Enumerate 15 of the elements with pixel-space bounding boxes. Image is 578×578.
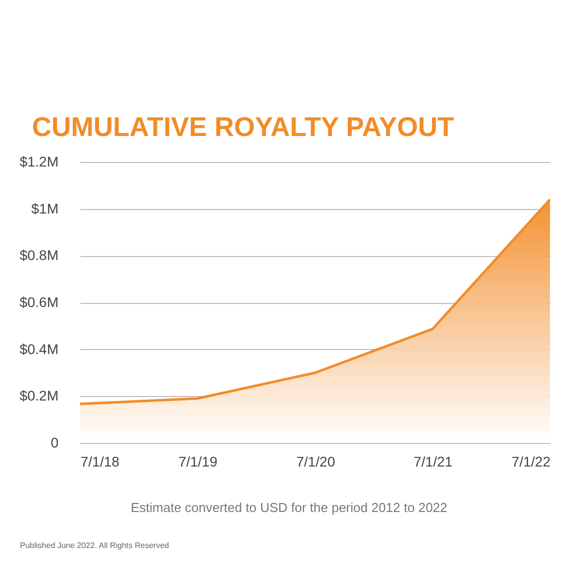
- y-tick-label: $0.2M: [20, 388, 58, 404]
- x-tick-label: 7/1/20: [296, 454, 336, 470]
- y-tick-label: $0.4M: [20, 340, 58, 357]
- y-tick-label: 0: [50, 434, 59, 450]
- chart-title: CUMULATIVE ROYALTY PAYOUT: [32, 112, 454, 143]
- x-tick-label: 7/1/18: [80, 454, 120, 470]
- y-tick-label: $0.8M: [20, 247, 58, 264]
- y-tick-label: $0.6M: [20, 294, 58, 310]
- y-tick-label: $1M: [31, 200, 58, 216]
- x-tick-label: 7/1/21: [414, 454, 453, 470]
- x-tick-label: 7/1/19: [178, 454, 218, 470]
- text: Published June 2022. All Rights Reserved: [20, 541, 169, 550]
- y-tick-label: $1.2M: [20, 154, 58, 170]
- text: Estimate converted to USD for the period 2012 to 2022: [130, 500, 448, 515]
- x-tick-label: 7/1/22: [512, 454, 551, 470]
